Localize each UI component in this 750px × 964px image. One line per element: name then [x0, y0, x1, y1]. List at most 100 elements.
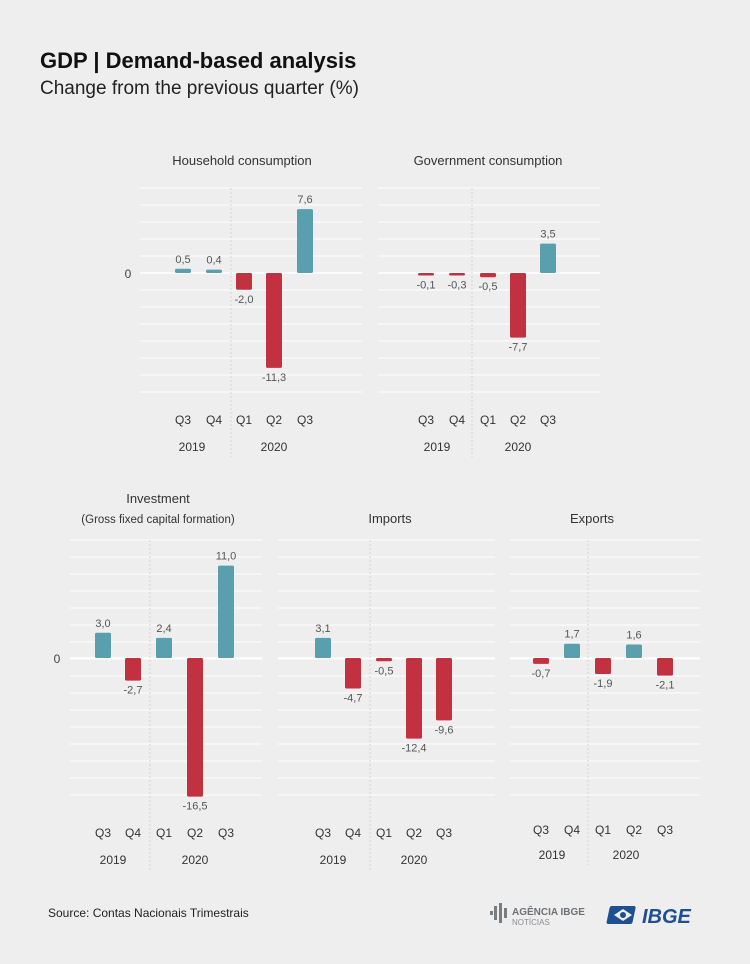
investment-subtitle: (Gross fixed capital formation): [81, 514, 235, 526]
svg-text:IBGE: IBGE: [642, 906, 692, 928]
investment-value-label: 2,4: [156, 623, 171, 635]
household-value-label: 0,5: [175, 254, 190, 266]
household-category-label: Q3: [175, 413, 191, 427]
imports-category-label: Q1: [376, 826, 392, 840]
government-category-label: Q4: [449, 413, 465, 427]
household-category-label: Q3: [297, 413, 313, 427]
svg-text:NOTÍCIAS: NOTÍCIAS: [512, 918, 550, 927]
investment-category-label: Q3: [95, 826, 111, 840]
investment-title: Investment: [126, 491, 190, 506]
page-title: GDP | Demand-based analysis: [40, 48, 357, 73]
imports-year-label: 2020: [401, 853, 428, 867]
government-category-label: Q2: [510, 413, 526, 427]
imports-value-label: -9,6: [435, 724, 454, 736]
investment-value-label: 11,0: [216, 551, 237, 563]
household-value-label: -11,3: [262, 372, 286, 384]
imports-bar: [406, 658, 422, 739]
government-category-label: Q3: [540, 413, 556, 427]
government-bar: [510, 273, 526, 338]
household-bar: [206, 269, 222, 273]
investment-year-label: 2020: [182, 853, 209, 867]
exports-bar: [533, 658, 549, 664]
imports-value-label: -4,7: [344, 693, 363, 705]
exports-category-label: Q3: [533, 823, 549, 837]
exports-year-label: 2020: [613, 848, 640, 862]
household-category-label: Q2: [266, 413, 282, 427]
exports-category-label: Q1: [595, 823, 611, 837]
ibge-logo: IBGE: [606, 906, 692, 928]
government-bar: [480, 273, 496, 278]
investment-category-label: Q3: [218, 826, 234, 840]
imports-bar: [436, 658, 452, 721]
investment-zero-label: 0: [54, 652, 61, 666]
government-year-label: 2020: [505, 440, 532, 454]
household-value-label: 7,6: [297, 194, 312, 206]
investment-category-label: Q4: [125, 826, 141, 840]
imports-value-label: -0,5: [375, 665, 394, 677]
svg-text:AGÊNCIA IBGE: AGÊNCIA IBGE: [512, 905, 585, 918]
exports-bar: [657, 658, 673, 676]
exports-category-label: Q4: [564, 823, 580, 837]
imports-bar: [315, 637, 331, 658]
household-value-label: -2,0: [235, 294, 254, 306]
imports-title: Imports: [368, 511, 412, 526]
exports-category-label: Q3: [657, 823, 673, 837]
exports-value-label: -0,7: [532, 668, 551, 680]
household-value-label: 0,4: [206, 255, 221, 267]
exports-year-label: 2019: [539, 848, 566, 862]
investment-value-label: -16,5: [182, 801, 207, 813]
household-zero-label: 0: [125, 267, 132, 281]
household-bar: [175, 268, 191, 273]
household-bar: [236, 273, 252, 290]
government-value-label: -0,3: [448, 280, 467, 292]
investment-bar: [218, 565, 234, 658]
imports-bar: [376, 658, 392, 662]
household-category-label: Q4: [206, 413, 222, 427]
investment-value-label: 3,0: [95, 618, 110, 630]
government-bar: [449, 273, 465, 276]
government-category-label: Q1: [480, 413, 496, 427]
investment-value-label: -2,7: [124, 685, 143, 697]
source-note: Source: Contas Nacionais Trimestrais: [48, 906, 249, 920]
exports-bar: [595, 658, 611, 674]
exports-bar: [564, 643, 580, 658]
government-value-label: 3,5: [540, 229, 555, 241]
exports-bar: [626, 644, 642, 658]
imports-category-label: Q4: [345, 826, 361, 840]
investment-bar: [156, 637, 172, 658]
household-category-label: Q1: [236, 413, 252, 427]
government-value-label: -0,1: [417, 280, 436, 292]
exports-title: Exports: [570, 511, 615, 526]
household-bar: [297, 209, 313, 273]
imports-category-label: Q3: [436, 826, 452, 840]
imports-year-label: 2019: [320, 853, 347, 867]
investment-year-label: 2019: [100, 853, 127, 867]
investment-bar: [95, 632, 111, 658]
investment-category-label: Q2: [187, 826, 203, 840]
investment-category-label: Q1: [156, 826, 172, 840]
exports-value-label: 1,6: [626, 630, 641, 642]
government-category-label: Q3: [418, 413, 434, 427]
imports-category-label: Q2: [406, 826, 422, 840]
government-bar: [540, 243, 556, 273]
household-year-label: 2020: [261, 440, 288, 454]
exports-category-label: Q2: [626, 823, 642, 837]
investment-bar: [187, 658, 203, 797]
investment-bar: [125, 658, 141, 681]
household-title: Household consumption: [172, 153, 311, 168]
government-title: Government consumption: [414, 153, 563, 168]
government-bar: [418, 273, 434, 276]
household-year-label: 2019: [179, 440, 206, 454]
government-value-label: -0,5: [479, 281, 498, 293]
imports-value-label: -12,4: [401, 743, 426, 755]
household-bar: [266, 273, 282, 368]
exports-value-label: 1,7: [564, 629, 579, 641]
government-value-label: -7,7: [509, 342, 528, 354]
exports-value-label: -2,1: [656, 680, 675, 692]
imports-value-label: 3,1: [315, 623, 330, 635]
agencia-ibge-logo: AGÊNCIA IBGE NOTÍCIAS: [490, 903, 585, 927]
exports-value-label: -1,9: [594, 678, 613, 690]
imports-category-label: Q3: [315, 826, 331, 840]
page-subtitle: Change from the previous quarter (%): [40, 78, 359, 99]
